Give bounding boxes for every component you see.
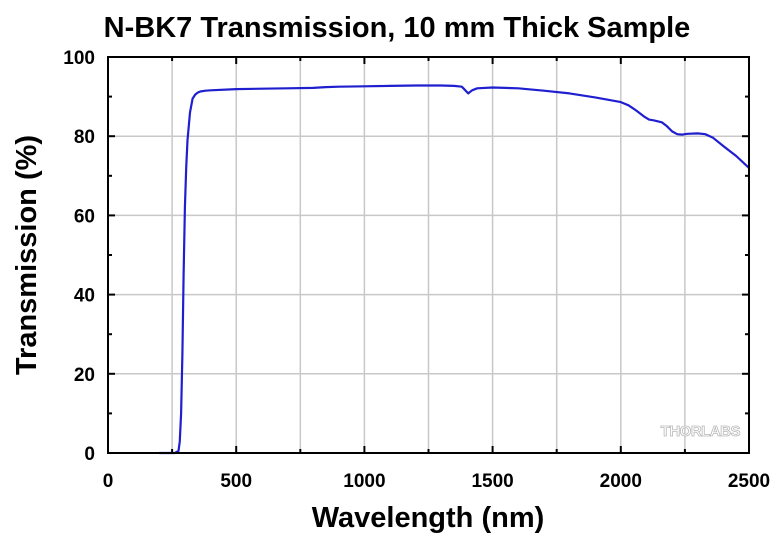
thorlabs-watermark: THORLABS [661, 423, 741, 440]
y-tick-label: 0 [84, 444, 95, 465]
x-tick-label: 1500 [471, 471, 513, 492]
transmission-series-line [159, 84, 750, 455]
y-tick-label: 60 [74, 206, 95, 227]
x-tick-label: 1000 [343, 471, 385, 492]
plot-area [159, 84, 750, 455]
grid [108, 57, 749, 453]
x-tick-label: 2500 [728, 471, 770, 492]
chart-title: N-BK7 Transmission, 10 mm Thick Sample [104, 12, 691, 44]
y-tick-label: 20 [74, 365, 95, 386]
y-tick-label: 80 [74, 127, 95, 148]
y-tick-label: 100 [63, 48, 95, 69]
y-tick-label: 40 [74, 286, 95, 307]
x-tick-labels: 0 500 1000 1500 2000 2500 [103, 471, 770, 492]
x-tick-label: 2000 [600, 471, 642, 492]
x-tick-label: 500 [220, 471, 252, 492]
x-tick-label: 0 [103, 471, 114, 492]
x-axis-title: Wavelength (nm) [312, 502, 545, 534]
y-tick-labels: 0 20 40 60 80 100 [63, 48, 95, 465]
y-axis-title: Transmission (%) [11, 135, 43, 375]
axis-ticks [107, 56, 750, 454]
